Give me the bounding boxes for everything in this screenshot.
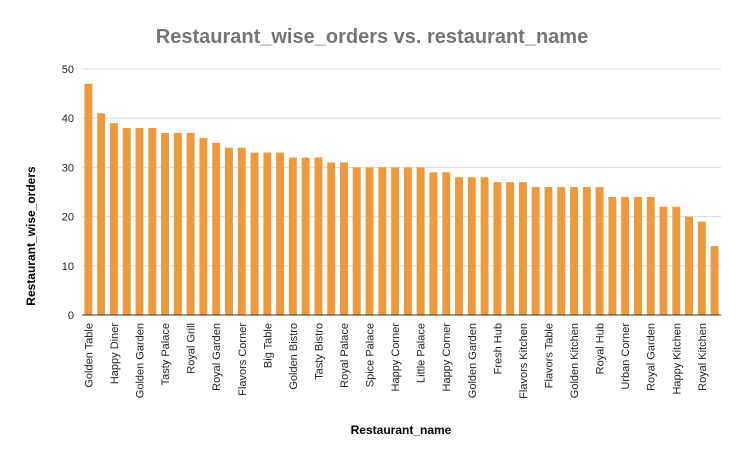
- bar: [365, 167, 374, 315]
- y-tick-label: 40: [62, 113, 74, 125]
- x-tick-label: Royal Hub: [595, 323, 607, 374]
- x-tick-label: Royal Garden: [211, 323, 223, 391]
- bar: [608, 196, 617, 315]
- x-tick-label: Golden Kitchen: [569, 323, 581, 398]
- bar: [480, 177, 489, 315]
- x-axis-ticks: Golden Table Happy Diner Golden Garden Tast…: [83, 323, 708, 399]
- bar: [467, 177, 476, 315]
- x-tick-label: Big Table: [262, 323, 274, 368]
- bar: [288, 157, 297, 315]
- bar: [84, 83, 93, 315]
- bar: [135, 128, 144, 315]
- x-tick-label: Golden Table: [83, 323, 95, 388]
- bar: [582, 187, 591, 315]
- bar: [237, 147, 246, 315]
- bar: [391, 167, 400, 315]
- y-tick-label: 10: [62, 261, 74, 273]
- y-tick-label: 0: [68, 310, 74, 322]
- x-tick-label: Flavors Table: [543, 323, 555, 388]
- bar: [352, 167, 361, 315]
- bar: [161, 132, 170, 315]
- bar: [97, 113, 106, 315]
- bar: [697, 221, 706, 315]
- bar: [633, 196, 642, 315]
- bar: [429, 172, 438, 315]
- x-tick-label: Urban Corner: [620, 323, 632, 390]
- bar: [557, 187, 566, 315]
- bar: [109, 123, 118, 316]
- x-tick-label: Happy Corner: [390, 323, 402, 392]
- bar: [276, 152, 285, 315]
- x-tick-label: Happy Diner: [109, 323, 121, 384]
- bar: [122, 128, 131, 315]
- x-tick-label: Tasty Bistro: [313, 323, 325, 380]
- x-axis-label: Restaurant_name: [351, 423, 452, 437]
- bar: [173, 132, 182, 315]
- x-tick-label: Royal Garden: [646, 323, 658, 391]
- bar: [672, 206, 681, 315]
- x-tick-label: Little Palace: [416, 323, 428, 383]
- bar: [148, 128, 157, 315]
- bar: [314, 157, 323, 315]
- bar: [506, 182, 515, 315]
- chart-title: Restaurant_wise_orders vs. restaurant_na…: [156, 26, 588, 48]
- bar: [710, 246, 719, 315]
- x-tick-label: Flavors Corner: [237, 323, 249, 396]
- bar: [570, 187, 578, 315]
- bar: [544, 187, 553, 315]
- x-tick-label: Fresh Hub: [492, 323, 504, 374]
- bar: [646, 196, 655, 315]
- bar: [186, 132, 195, 315]
- bar: [685, 216, 694, 315]
- bar: [212, 142, 221, 315]
- x-tick-label: Royal Palace: [339, 323, 351, 388]
- bar: [595, 187, 604, 315]
- bar: [263, 152, 272, 315]
- x-tick-label: Golden Bistro: [288, 323, 300, 390]
- bar: [301, 157, 310, 315]
- bar: [493, 182, 502, 315]
- bar: [455, 177, 463, 315]
- x-tick-label: Golden Garden: [135, 323, 147, 398]
- x-tick-label: Happy Kitchen: [671, 323, 683, 395]
- bar: [250, 152, 259, 315]
- bar: [327, 162, 336, 315]
- x-tick-label: Spice Palace: [365, 323, 377, 387]
- bar: [378, 167, 387, 315]
- y-axis-label: Restaurant_wise_orders: [24, 166, 38, 306]
- bars: [84, 83, 719, 316]
- bar: [442, 172, 451, 315]
- x-tick-label: Royal Kitchen: [697, 323, 709, 391]
- x-tick-label: Golden Garden: [467, 323, 479, 398]
- x-tick-label: Royal Grill: [186, 323, 198, 374]
- y-tick-label: 50: [62, 64, 74, 76]
- bar: [659, 206, 668, 315]
- bar: [416, 167, 425, 315]
- bar: [225, 147, 233, 315]
- bar: [531, 187, 540, 315]
- y-tick-label: 20: [62, 212, 74, 224]
- y-axis-ticks: 0 10 20 30 40 50: [62, 64, 74, 322]
- bar: [518, 182, 527, 315]
- bar: [621, 196, 630, 315]
- bar: [403, 167, 412, 315]
- x-tick-label: Flavors Kitchen: [518, 323, 530, 399]
- x-tick-label: Tasty Palace: [160, 323, 172, 385]
- x-tick-label: Happy Corner: [441, 323, 453, 392]
- bar: [340, 162, 348, 315]
- y-tick-label: 30: [62, 162, 74, 174]
- bar: [199, 137, 208, 315]
